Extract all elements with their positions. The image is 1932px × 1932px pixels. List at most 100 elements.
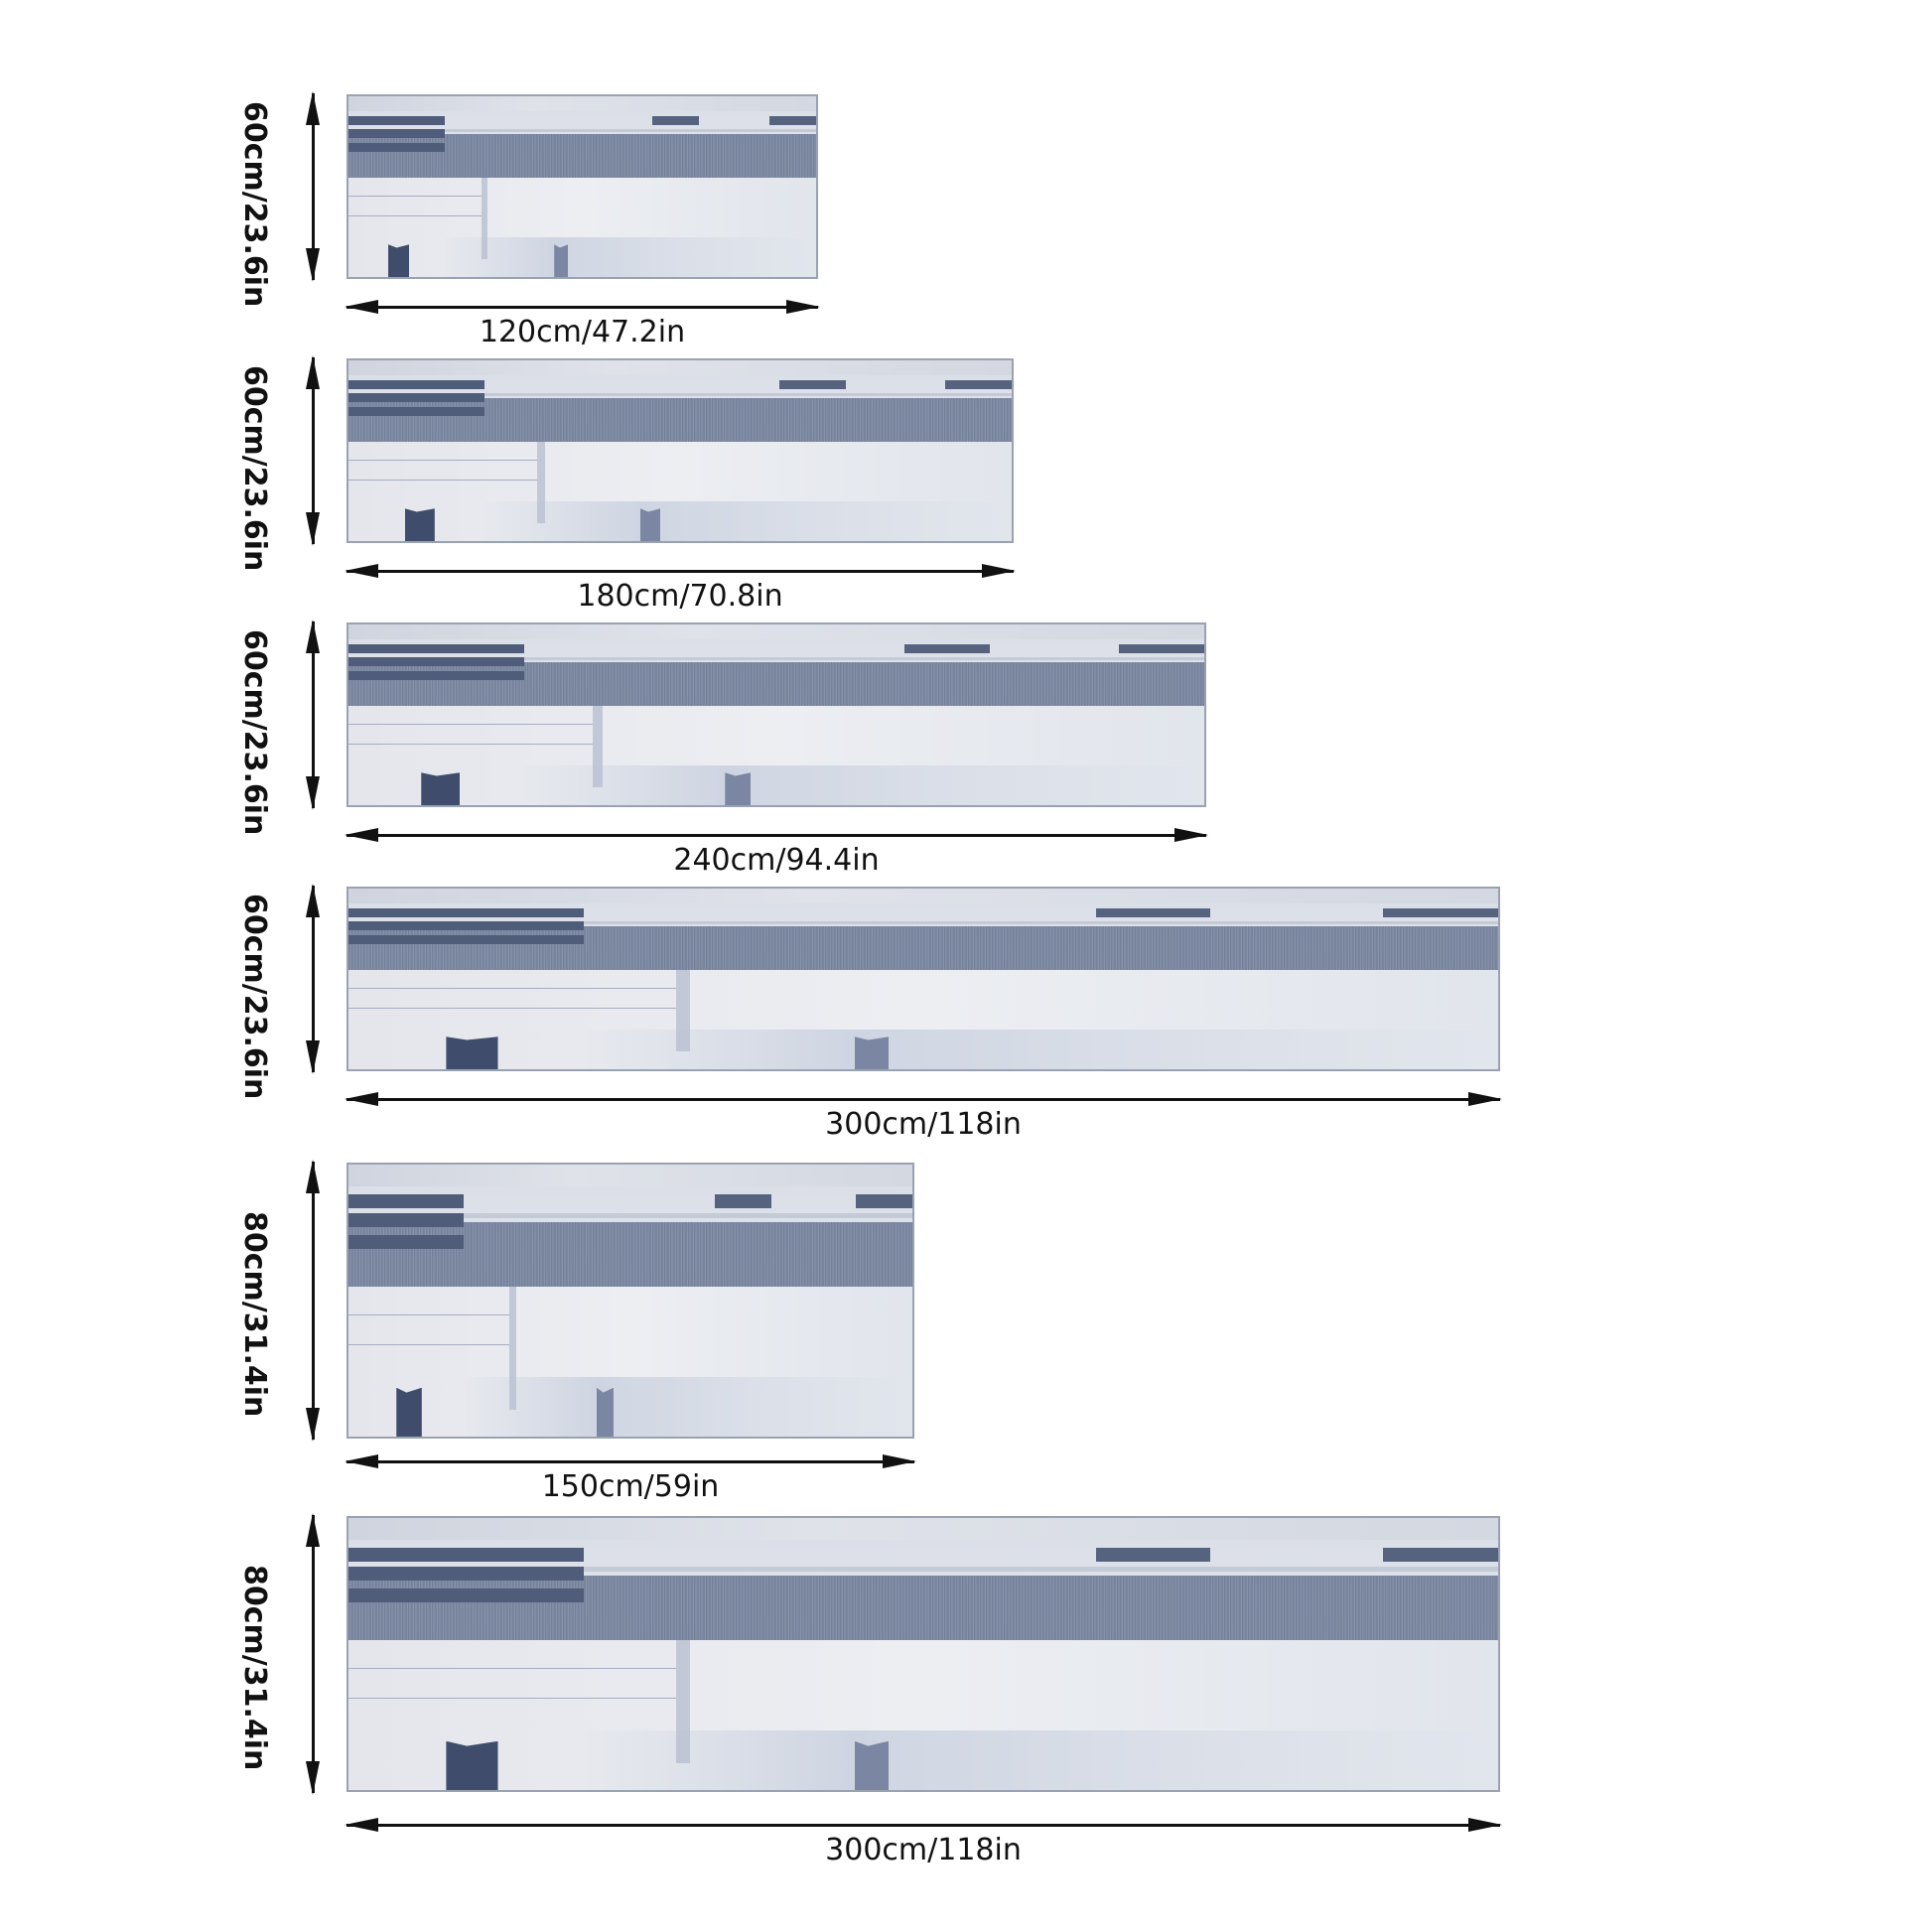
rug-post xyxy=(854,1036,890,1069)
rug-300x80 xyxy=(346,1516,1500,1792)
rug-dark-band xyxy=(348,662,1204,706)
rug-panel-line xyxy=(348,480,541,482)
rug-panel-line xyxy=(348,1697,682,1699)
rug-dark-band xyxy=(348,398,1012,442)
rug-panel-line xyxy=(348,1667,682,1669)
width-arrow xyxy=(345,300,820,314)
height-arrow xyxy=(306,355,320,546)
width-arrow xyxy=(345,1092,1502,1106)
rug-thin-line xyxy=(348,1213,912,1218)
height-label: 80cm/31.4in xyxy=(237,1565,272,1771)
rug-haze xyxy=(578,1729,1498,1790)
rug-haze xyxy=(461,1376,912,1437)
rug-post xyxy=(446,1036,498,1069)
rug-stripe xyxy=(348,1235,465,1249)
rug-panel-line xyxy=(348,1313,512,1315)
rug-post xyxy=(725,772,752,805)
height-label: 60cm/23.6in xyxy=(237,894,272,1100)
rug-panel-line xyxy=(348,1008,682,1010)
rug-stripe xyxy=(348,908,585,918)
rug-150x80 xyxy=(346,1163,914,1439)
rug-block xyxy=(715,1194,771,1208)
rug-block xyxy=(768,116,816,126)
rug-dark-band xyxy=(348,134,816,178)
rug-panel-line xyxy=(348,988,682,990)
rug-haze xyxy=(442,236,816,277)
rug-thin-line xyxy=(348,656,1204,660)
rug-240x60 xyxy=(346,622,1206,807)
rug-stripe xyxy=(348,644,524,654)
rug-post xyxy=(446,1740,498,1790)
width-arrow xyxy=(345,1818,1502,1832)
rug-block xyxy=(652,116,700,126)
rug-180x60 xyxy=(346,358,1014,543)
rug-block xyxy=(1383,908,1498,918)
rug-stripe xyxy=(348,143,445,153)
rug-post xyxy=(421,772,461,805)
rug-thin-line xyxy=(348,920,1498,924)
rug-block xyxy=(1383,1548,1498,1562)
rug-block xyxy=(856,1194,912,1208)
rug-top-band xyxy=(348,889,1498,903)
height-arrow xyxy=(306,1513,320,1795)
rug-panel-line xyxy=(348,1343,512,1345)
height-label: 60cm/23.6in xyxy=(237,101,272,308)
height-arrow xyxy=(306,91,320,282)
width-arrow xyxy=(345,1454,916,1468)
rug-stripe xyxy=(348,671,524,681)
rug-top-band xyxy=(348,360,1012,375)
width-label: 180cm/70.8in xyxy=(577,579,783,614)
rug-post xyxy=(596,1387,614,1437)
rug-post xyxy=(554,244,569,277)
rug-panel-line xyxy=(348,460,541,462)
rug-block xyxy=(945,380,1012,390)
rug-stripe xyxy=(348,128,445,138)
rug-stripe xyxy=(348,407,484,417)
rug-stripe xyxy=(348,656,524,666)
width-arrow xyxy=(345,564,1016,578)
rug-panel-line xyxy=(348,744,597,746)
width-label: 240cm/94.4in xyxy=(673,843,880,878)
rug-post xyxy=(854,1740,890,1790)
rug-block xyxy=(1095,908,1211,918)
rug-stripe xyxy=(348,380,484,390)
rug-stripe xyxy=(348,116,445,126)
rug-stripe xyxy=(348,392,484,402)
height-arrow xyxy=(306,884,320,1074)
rug-stripe xyxy=(348,1567,585,1581)
width-label: 300cm/118in xyxy=(825,1107,1022,1142)
rug-stripe xyxy=(348,1213,465,1227)
rug-stripe xyxy=(348,935,585,945)
rug-haze xyxy=(578,1029,1498,1069)
height-arrow xyxy=(306,620,320,810)
rug-block xyxy=(904,644,991,654)
height-arrow xyxy=(306,1160,320,1442)
height-label: 60cm/23.6in xyxy=(237,365,272,572)
rug-post xyxy=(396,1387,422,1437)
rug-top-band xyxy=(348,1165,912,1186)
rug-dark-band xyxy=(348,1221,912,1288)
height-label: 80cm/31.4in xyxy=(237,1211,272,1418)
rug-stripe xyxy=(348,1194,465,1208)
rug-block xyxy=(1095,1548,1211,1562)
width-arrow xyxy=(345,828,1208,842)
rug-panel-edge xyxy=(482,177,487,259)
height-label: 60cm/23.6in xyxy=(237,629,272,836)
rug-thin-line xyxy=(348,128,816,132)
rug-panel-line xyxy=(348,215,484,217)
rug-stripe xyxy=(348,920,585,930)
rug-panel-edge xyxy=(537,441,546,523)
rug-panel-line xyxy=(348,724,597,726)
rug-block xyxy=(1118,644,1204,654)
rug-post xyxy=(639,508,660,541)
rug-dark-band xyxy=(348,1575,1498,1641)
rug-panel-line xyxy=(348,196,484,198)
rug-haze xyxy=(481,500,1012,541)
rug-panel-edge xyxy=(508,1287,516,1410)
rug-post xyxy=(388,244,410,277)
rug-stripe xyxy=(348,1548,585,1562)
rug-300x60 xyxy=(346,887,1500,1071)
rug-dark-band xyxy=(348,926,1498,970)
rug-stripe xyxy=(348,1588,585,1602)
